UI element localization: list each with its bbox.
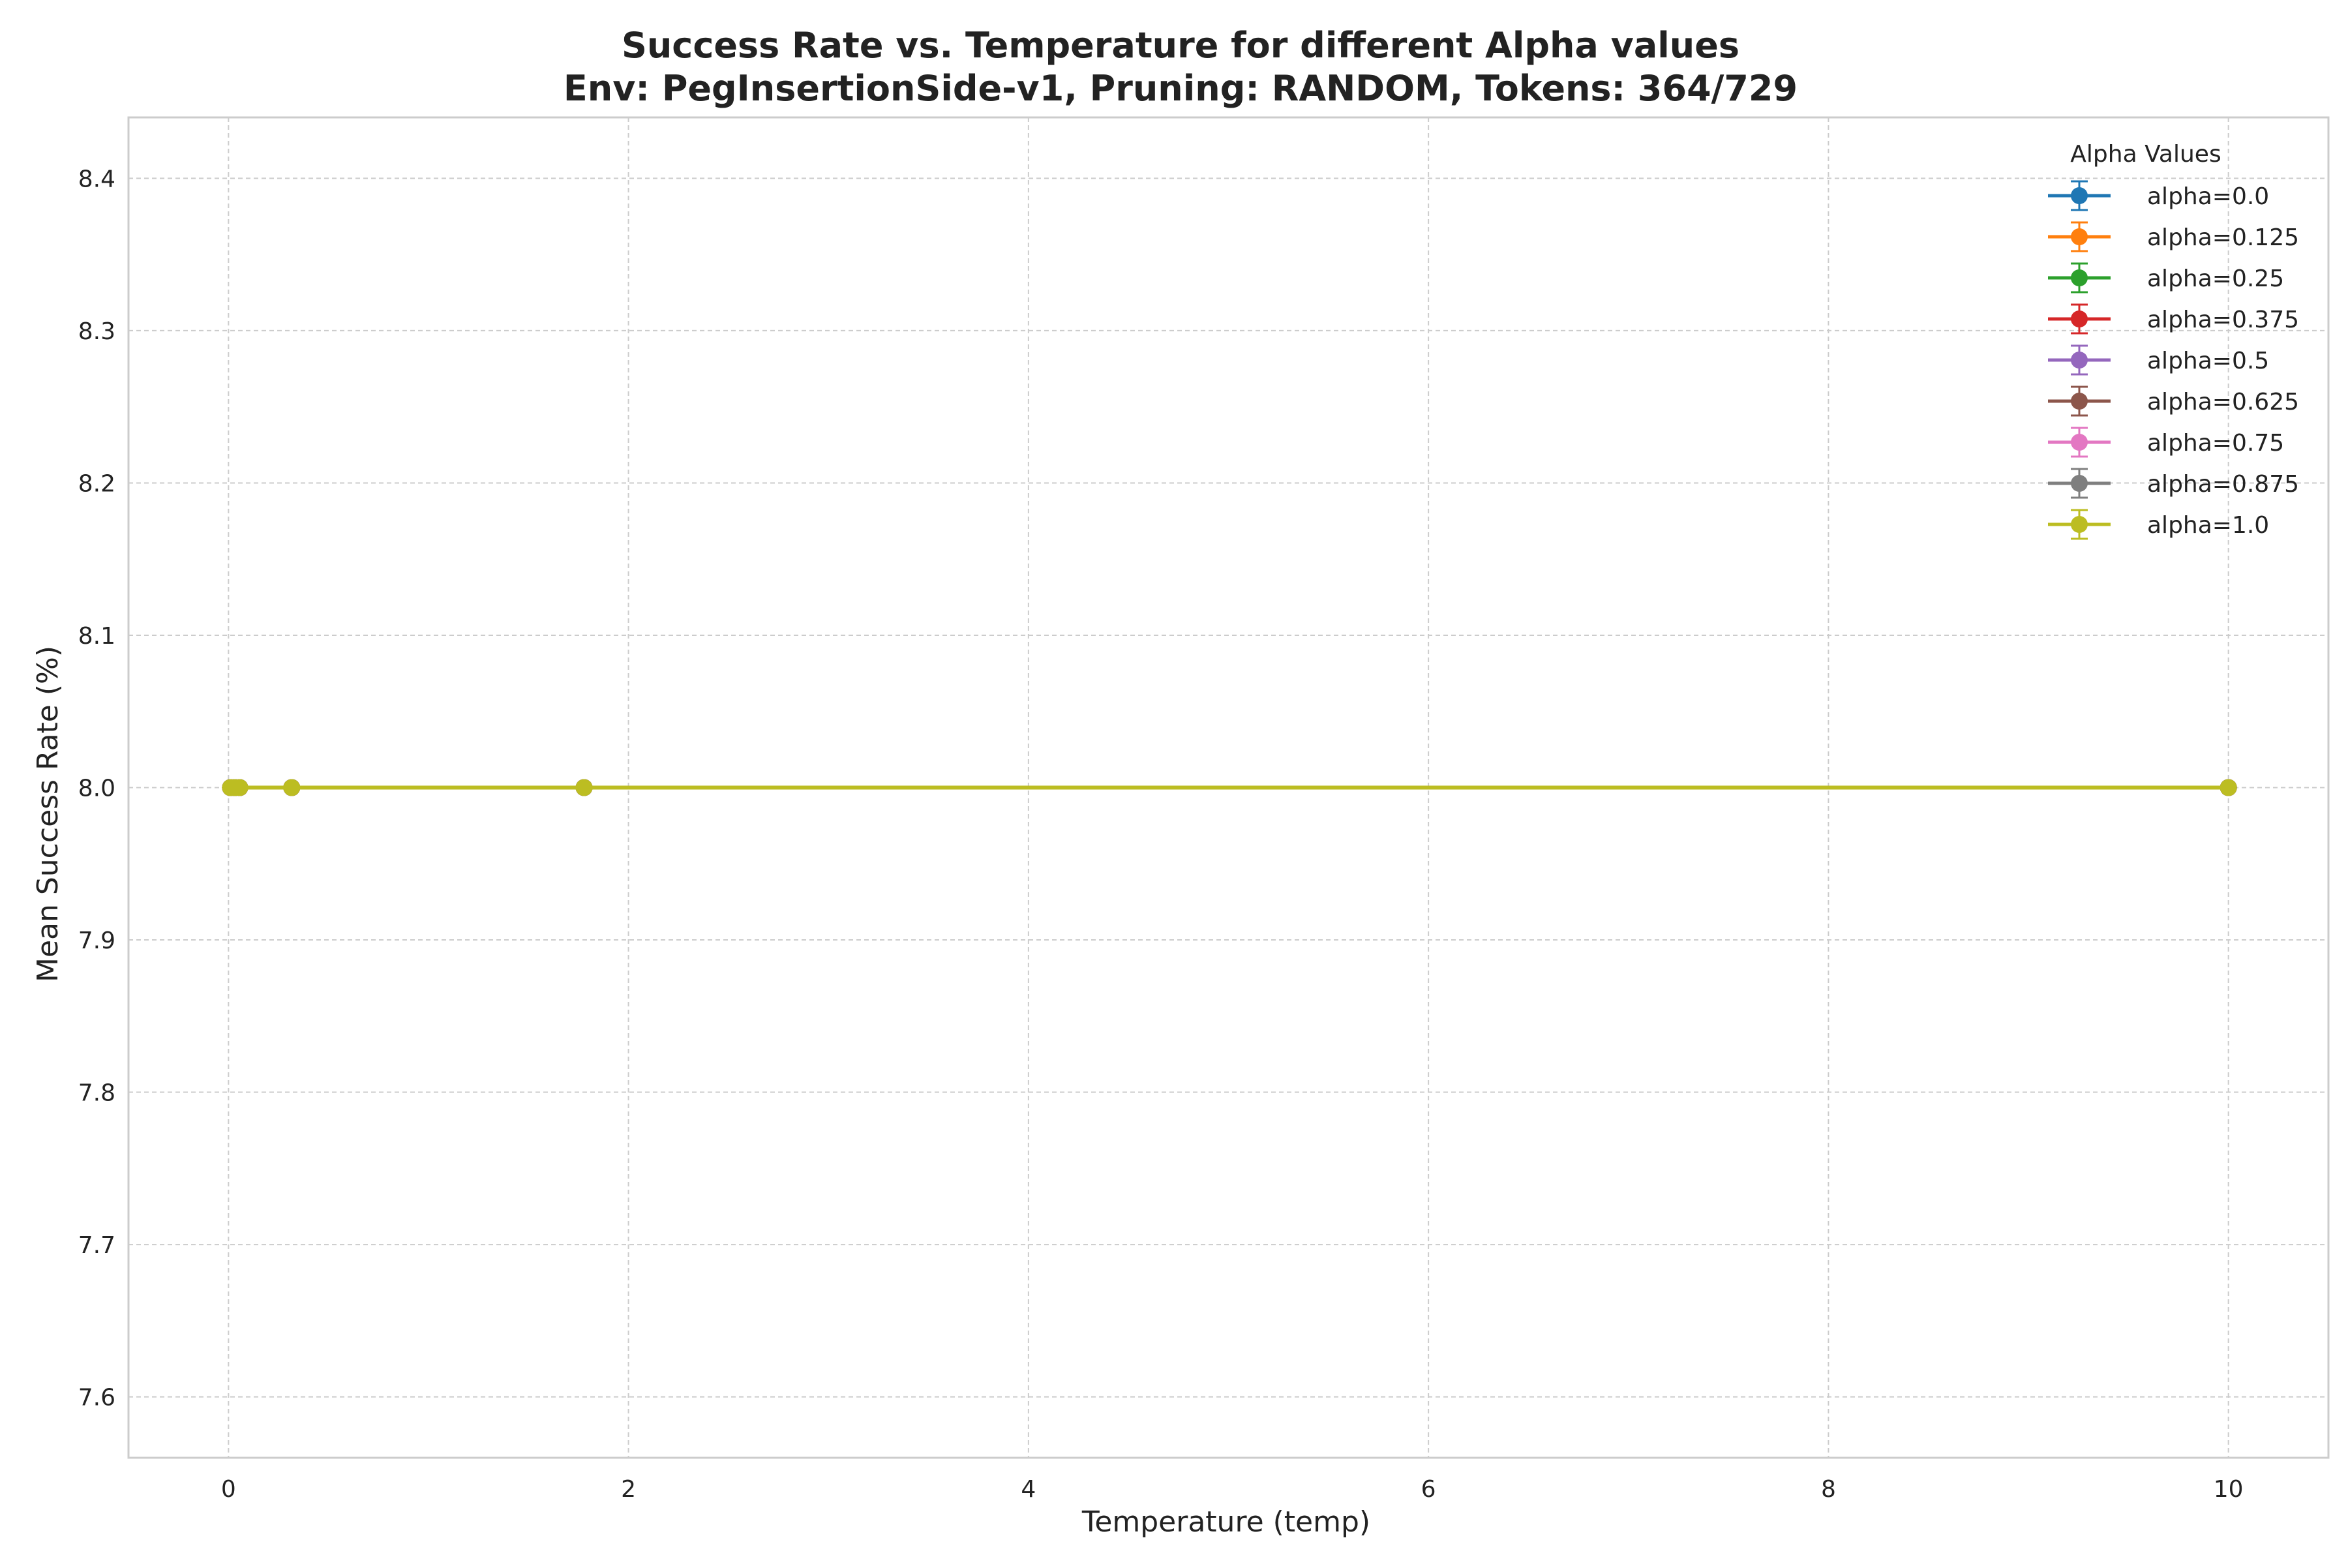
chart-title: Success Rate vs. Temperature for differe… (622, 25, 1739, 66)
plot-area (127, 116, 2330, 1459)
legend-entry: alpha=0.375 (2048, 303, 2299, 335)
legend-entry: alpha=1.0 (2048, 509, 2269, 540)
legend-entry: alpha=0.125 (2048, 221, 2299, 252)
chart-subtitle: Env: PegInsertionSide-v1, Pruning: RANDO… (564, 68, 1798, 109)
series (222, 779, 2237, 796)
legend-entry: alpha=0.25 (2048, 262, 2284, 294)
legend-label: alpha=0.375 (2147, 307, 2299, 333)
legend-entry: alpha=0.0 (2048, 180, 2269, 211)
legend-label: alpha=0.75 (2147, 430, 2284, 457)
legend-label: alpha=1.0 (2147, 512, 2269, 539)
legend-marker (2071, 187, 2088, 204)
axis-ticks: 0 2 4 6 8 10 7.6 7.7 7.8 7.9 8.0 8.1 8.2 8.3 8.4 (78, 166, 2244, 1503)
series-alpha=1.0 (222, 779, 2237, 796)
legend-entry: alpha=0.875 (2048, 468, 2299, 499)
x-tick-label: 0 (221, 1476, 236, 1503)
x-tick-label: 6 (1421, 1476, 1436, 1503)
legend-marker (2071, 269, 2088, 286)
y-tick-label: 7.7 (78, 1232, 115, 1259)
legend-entry: alpha=0.5 (2048, 344, 2269, 376)
x-tick-label: 8 (1821, 1476, 1836, 1503)
x-axis-label: Temperature (temp) (1081, 1505, 1370, 1539)
legend-label: alpha=0.125 (2147, 224, 2299, 251)
x-tick-label: 4 (1021, 1476, 1036, 1503)
legend: Alpha Values alpha=0.0 alpha=0.125 alpha=0… (2048, 141, 2299, 540)
legend-entry: alpha=0.625 (2048, 385, 2299, 417)
data-point (2220, 779, 2237, 796)
y-tick-label: 7.6 (78, 1385, 115, 1411)
legend-marker (2071, 393, 2088, 410)
legend-title: Alpha Values (2070, 141, 2221, 168)
legend-marker (2071, 475, 2088, 492)
x-tick-label: 10 (2214, 1476, 2244, 1503)
y-tick-label: 8.3 (78, 318, 115, 345)
y-axis-label: Mean Success Rate (%) (31, 646, 65, 982)
y-tick-label: 8.1 (78, 623, 115, 650)
legend-marker (2071, 228, 2088, 245)
legend-marker (2071, 516, 2088, 533)
y-tick-label: 8.2 (78, 470, 115, 497)
y-tick-label: 8.0 (78, 776, 115, 802)
y-tick-label: 8.4 (78, 166, 115, 192)
legend-label: alpha=0.625 (2147, 389, 2299, 415)
data-point (283, 779, 301, 796)
legend-marker (2071, 352, 2088, 369)
legend-label: alpha=0.0 (2147, 183, 2269, 210)
data-point (231, 779, 248, 796)
y-tick-label: 7.8 (78, 1080, 115, 1107)
legend-label: alpha=0.5 (2147, 348, 2269, 374)
y-tick-label: 7.9 (78, 927, 115, 954)
data-point (575, 779, 593, 796)
legend-entry: alpha=0.75 (2048, 427, 2284, 458)
legend-label: alpha=0.875 (2147, 471, 2299, 498)
legend-label: alpha=0.25 (2147, 265, 2284, 292)
legend-marker (2071, 310, 2088, 327)
x-tick-label: 2 (621, 1476, 636, 1503)
legend-marker (2071, 434, 2088, 451)
